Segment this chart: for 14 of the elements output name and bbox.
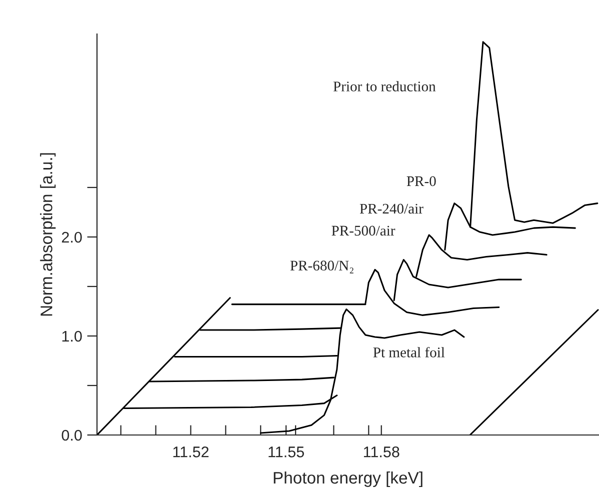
series-label: PR-240/air — [360, 204, 424, 214]
y-axis-title: Norm.absorption [a.u.] — [40, 153, 56, 316]
series-label: Pt metal foil — [373, 346, 445, 358]
x-tick-label: 11.55 — [268, 446, 304, 458]
text: Prior to reduction — [333, 81, 436, 92]
series-label: PR-500/air — [332, 226, 396, 236]
series-label: PR-0 — [406, 176, 436, 186]
y-tick-label: 0.0 — [62, 430, 82, 441]
x-axis-title: Photon energy [keV] — [274, 471, 422, 487]
series-label: PR-680/N₂ — [290, 260, 354, 274]
y-tick-label: 1.0 — [62, 330, 82, 342]
x-tick-label: 11.58 — [364, 446, 400, 458]
y-tick-label: 2.0 — [62, 232, 82, 243]
x-tick-label: 11.52 — [173, 446, 209, 458]
